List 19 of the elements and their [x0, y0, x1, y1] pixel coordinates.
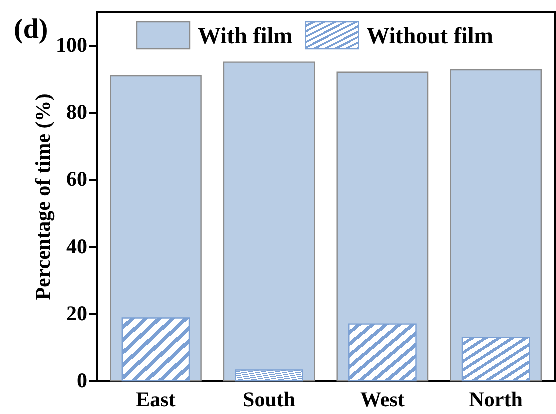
bar [122, 318, 190, 382]
bar [348, 324, 417, 382]
legend-label: Without film [366, 24, 494, 48]
y-tick-label: 40 [66, 234, 88, 258]
y-tick-label: 20 [66, 301, 88, 326]
y-tick-label: 60 [66, 167, 88, 192]
y-axis-title: Percentage of time (%) [31, 94, 55, 300]
bar [223, 62, 316, 382]
chart-title: (d) [14, 14, 48, 45]
bar [235, 370, 304, 382]
x-tick-label: East [136, 388, 176, 412]
y-tick-label: 80 [66, 100, 88, 124]
x-tick-label: North [469, 388, 524, 412]
y-tick-label: 100 [56, 33, 88, 58]
x-tick-label: West [360, 388, 405, 412]
x-tick-label: South [243, 388, 296, 412]
legend-label: With film [198, 24, 293, 48]
y-tick-label: 0 [77, 368, 88, 392]
bar [462, 337, 530, 382]
